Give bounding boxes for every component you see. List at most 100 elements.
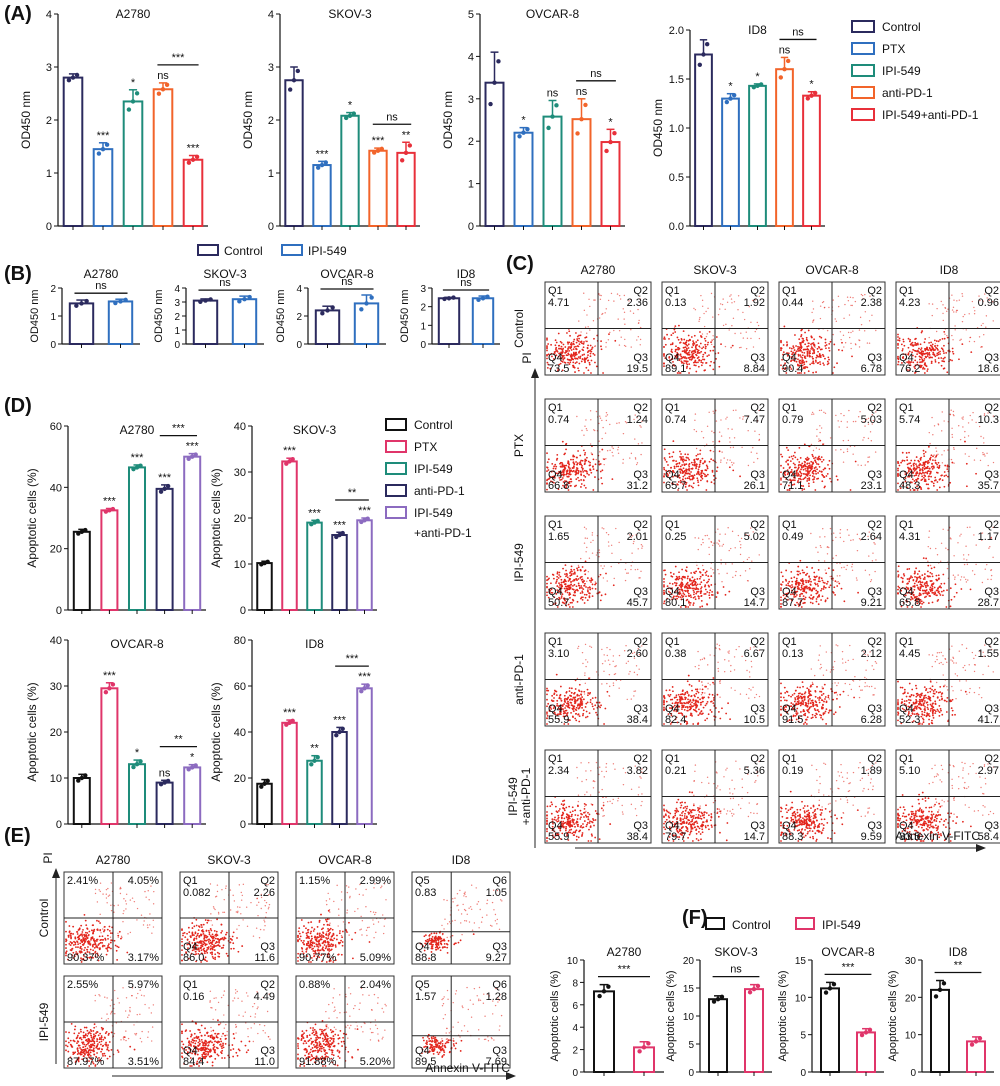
flow-event	[912, 344, 914, 346]
quadrant-value: 0.96	[978, 297, 999, 309]
flow-event	[840, 587, 843, 590]
flow-event	[600, 348, 603, 351]
bar	[127, 763, 147, 826]
flow-event	[701, 355, 704, 358]
flow-event	[704, 351, 706, 354]
flow-event	[574, 594, 576, 597]
flow-event	[575, 484, 578, 487]
flow-event	[821, 595, 824, 598]
flow-event	[781, 581, 784, 583]
flow-event	[794, 334, 796, 336]
flow-event	[931, 416, 933, 419]
flow-event	[567, 580, 570, 582]
flow-event	[819, 439, 822, 442]
flow-event	[907, 346, 910, 349]
flow-event	[557, 332, 560, 335]
flow-event	[681, 690, 684, 692]
data-point	[290, 456, 295, 462]
flow-event	[687, 343, 690, 346]
flow-event	[601, 662, 604, 665]
data-point	[379, 146, 385, 152]
flow-event	[577, 469, 580, 472]
flow-event	[581, 696, 584, 698]
flow-event	[750, 321, 752, 323]
flow-event	[756, 321, 759, 324]
flow-event	[606, 690, 609, 693]
flow-event	[799, 475, 802, 478]
flow-event	[927, 475, 930, 478]
flow-event	[824, 357, 826, 360]
flow-event	[851, 566, 853, 568]
flow-event	[563, 464, 565, 467]
flow-event	[546, 582, 548, 585]
flow-event	[908, 451, 910, 454]
flow-event	[720, 459, 722, 461]
flow-event	[688, 353, 691, 356]
flow-event	[546, 698, 548, 701]
flow-event	[951, 436, 954, 438]
flow-event	[699, 449, 702, 452]
flow-event	[583, 353, 586, 356]
flow-event	[787, 459, 790, 462]
flow-event	[691, 581, 694, 584]
flow-event	[797, 474, 799, 477]
flow-event	[583, 474, 585, 477]
flow-event	[952, 352, 955, 355]
flow-event	[915, 467, 918, 470]
flow-event	[701, 305, 704, 307]
flow-event	[575, 719, 578, 722]
flow-event	[708, 538, 710, 540]
flow-event	[826, 553, 829, 555]
flow-event	[832, 333, 834, 336]
flow-event	[622, 462, 624, 464]
flow-event	[940, 474, 943, 477]
flow-event	[694, 583, 697, 586]
flow-event	[942, 357, 945, 360]
quadrant-value: 10.3	[978, 414, 999, 426]
flow-event	[693, 461, 696, 464]
flow-event	[712, 702, 715, 705]
flow-event	[811, 336, 813, 338]
flow-event	[925, 347, 928, 350]
flow-event	[924, 592, 926, 594]
flow-event	[898, 337, 901, 340]
flow-event	[929, 547, 932, 550]
flow-event	[691, 587, 694, 590]
flow-event	[824, 467, 827, 470]
flow-event	[580, 486, 582, 488]
flow-event	[984, 568, 986, 570]
flow-event	[939, 338, 941, 341]
flow-event	[563, 473, 566, 476]
flow-event	[724, 533, 727, 535]
flow-event	[805, 470, 808, 472]
flow-event	[603, 528, 605, 530]
flow-event	[551, 463, 554, 465]
flow-event	[700, 594, 703, 597]
flow-event	[917, 475, 920, 477]
y-tick-label: 4	[468, 51, 474, 63]
flow-event	[695, 462, 697, 465]
flow-event	[951, 433, 953, 436]
flow-event	[806, 462, 809, 465]
flow-event	[812, 461, 814, 464]
flow-event	[819, 363, 822, 366]
flow-event	[942, 319, 944, 322]
flow-event	[820, 470, 823, 473]
bar	[152, 88, 174, 228]
data-point	[110, 506, 116, 512]
flow-event	[589, 461, 591, 464]
flow-event	[691, 463, 694, 466]
flow-event	[639, 338, 642, 341]
bracket-label: ***	[172, 423, 186, 435]
flow-event	[824, 485, 826, 488]
flow-event	[710, 700, 712, 703]
flow-event	[687, 592, 690, 595]
flow-event	[835, 320, 838, 323]
flow-event	[860, 464, 862, 467]
flow-event	[936, 307, 938, 310]
data-point	[130, 99, 136, 104]
flow-event	[684, 706, 687, 709]
flow-event	[724, 308, 726, 311]
flow-event	[586, 472, 589, 475]
flow-event	[917, 351, 920, 353]
